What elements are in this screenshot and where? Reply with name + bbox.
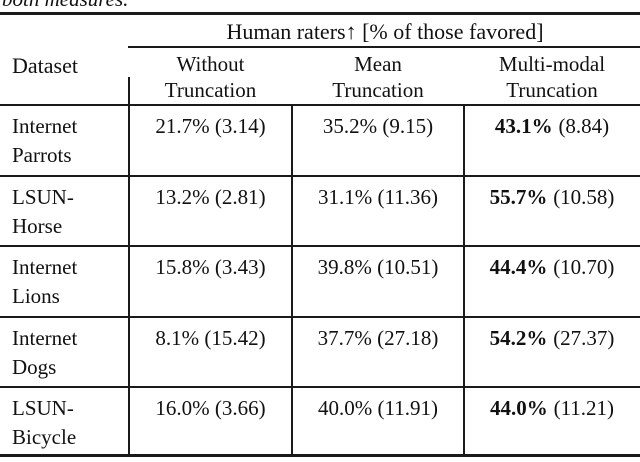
dataset-name-line2: Lions (12, 284, 60, 308)
bold-percentage: 44.0% (489, 396, 548, 420)
cell-without-truncation: 16.0% (3.66) (155, 396, 266, 420)
header-column-divider (128, 77, 130, 105)
table-row: LSUN- Bicycle 16.0% (3.66) 40.0% (11.91)… (0, 388, 640, 454)
dataset-name-line2: Bicycle (12, 425, 77, 449)
group-underline-rule (128, 46, 640, 48)
column-header-line2: Truncation (332, 78, 424, 102)
dataset-name: Internet Dogs (0, 318, 129, 386)
cell-mean-truncation: 35.2% (9.15) (322, 114, 434, 138)
bold-percentage: 55.7% (489, 185, 548, 209)
column-header-without: Without Truncation (129, 51, 292, 103)
std-value: (11.21) (553, 396, 615, 420)
bottom-rule (0, 454, 640, 457)
dataset-column-header: Dataset (12, 53, 78, 78)
group-header: Human raters↑ [% of those favored] (226, 19, 544, 44)
dataset-name-line1: Internet (12, 255, 78, 279)
column-header-line1: Mean (354, 52, 402, 76)
column-header-multimodal: Multi-modal Truncation (464, 51, 640, 103)
cell-without-truncation: 13.2% (2.81) (155, 185, 266, 209)
cell-multimodal-truncation: 55.7% (10.58) (464, 177, 640, 245)
cell-without-truncation: 15.8% (3.43) (155, 255, 266, 279)
column-header-line1: Without (176, 52, 245, 76)
std-value: (10.70) (553, 255, 615, 279)
cell-mean-truncation: 40.0% (11.91) (318, 396, 438, 420)
column-header-line2: Truncation (164, 78, 257, 102)
row-separator (0, 316, 640, 318)
dataset-name: Internet Lions (0, 247, 129, 316)
dataset-name: LSUN- Bicycle (0, 388, 129, 454)
dataset-name-line2: Horse (12, 214, 63, 238)
header-rule (0, 104, 640, 106)
dataset-name: LSUN- Horse (0, 177, 129, 245)
cell-multimodal-truncation: 44.0% (11.21) (464, 388, 640, 454)
table-row: Internet Parrots 21.7% (3.14) 35.2% (9.1… (0, 106, 640, 175)
cell-multimodal-truncation: 43.1% (8.84) (464, 106, 640, 175)
cell-without-truncation: 21.7% (3.14) (155, 114, 266, 138)
dataset-name-line1: LSUN- (12, 185, 74, 209)
cell-multimodal-truncation: 54.2% (27.37) (464, 318, 640, 386)
caption-fragment: both measures. (2, 0, 402, 9)
cell-multimodal-truncation: 44.4% (10.70) (464, 247, 640, 316)
std-value: (27.37) (553, 326, 615, 350)
bold-percentage: 54.2% (489, 326, 548, 350)
table-row: Internet Lions 15.8% (3.43) 39.8% (10.51… (0, 247, 640, 316)
std-value: (10.58) (553, 185, 615, 209)
cell-without-truncation: 8.1% (15.42) (155, 326, 266, 350)
column-header-line1: Multi-modal (498, 52, 606, 76)
dataset-name-line1: Internet (12, 326, 78, 350)
column-divider (463, 105, 465, 456)
column-header-line2: Truncation (506, 78, 598, 102)
row-separator (0, 175, 640, 177)
dataset-name: Internet Parrots (0, 106, 129, 175)
dataset-name-line2: Dogs (12, 355, 57, 379)
cell-mean-truncation: 31.1% (11.36) (318, 185, 438, 209)
table-row: LSUN- Horse 13.2% (2.81) 31.1% (11.36) 5… (0, 177, 640, 245)
dataset-name-line1: Internet (12, 114, 78, 138)
dataset-name-line2: Parrots (12, 143, 72, 167)
column-header-mean: Mean Truncation (292, 51, 464, 103)
std-value: (8.84) (558, 114, 610, 138)
cell-mean-truncation: 39.8% (10.51) (317, 255, 439, 279)
cell-mean-truncation: 37.7% (27.18) (317, 326, 439, 350)
table-row: Internet Dogs 8.1% (15.42) 37.7% (27.18)… (0, 318, 640, 386)
bold-percentage: 44.4% (489, 255, 548, 279)
column-divider (128, 105, 130, 456)
row-separator (0, 245, 640, 247)
caption-text: both measures. (2, 0, 402, 9)
bold-percentage: 43.1% (494, 114, 553, 138)
column-divider (291, 105, 293, 456)
row-separator (0, 386, 640, 388)
top-rule (0, 12, 640, 15)
dataset-name-line1: LSUN- (12, 396, 74, 420)
